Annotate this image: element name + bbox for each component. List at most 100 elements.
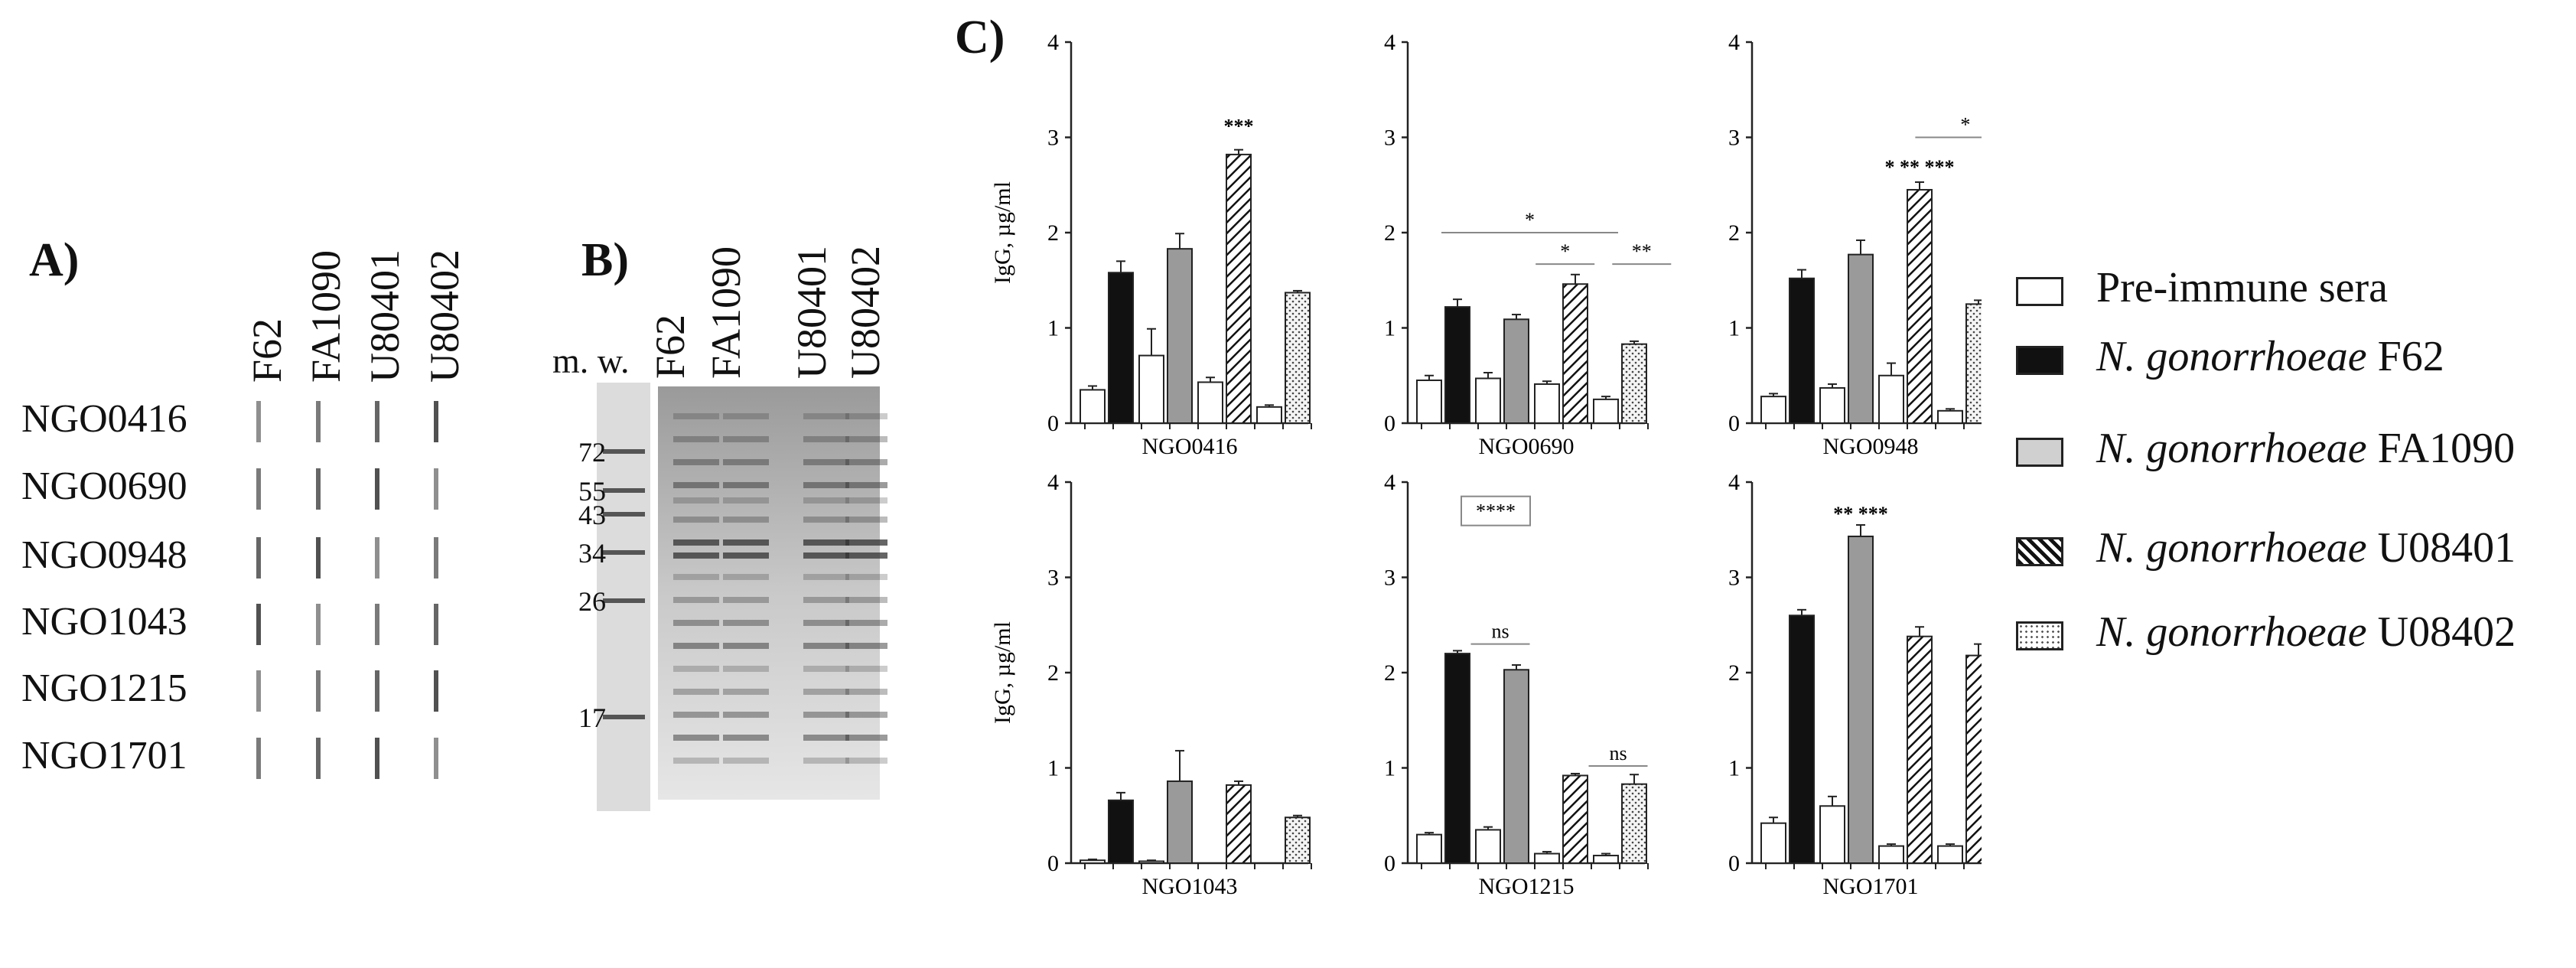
gel-band (803, 482, 849, 488)
gel-band (803, 620, 849, 626)
slot-blot-band (375, 670, 379, 712)
significance-label: ** *** (1833, 503, 1888, 525)
legend-label: N. gonorrhoeae U08401 (2096, 523, 2516, 572)
bar-immune (1503, 669, 1529, 865)
chart-title: NGO0416 (1142, 434, 1238, 459)
y-tick-label: 1 (1047, 756, 1059, 781)
bar-immune (1226, 784, 1252, 864)
gel-band (803, 413, 849, 419)
bar-pre-immune (1593, 855, 1619, 865)
bar-pre-immune (1197, 381, 1223, 424)
panel-b-lane-label: U80401 (789, 246, 835, 379)
legend-strain: FA1090 (2377, 425, 2516, 472)
bar-immune (1789, 277, 1815, 425)
panel-c-letter: C) (955, 11, 1005, 64)
gel-band (803, 574, 849, 580)
significance-label: **** (1476, 500, 1516, 523)
bar-immune (1907, 188, 1933, 424)
significance-label: ** (1632, 240, 1652, 262)
gel-band (723, 620, 769, 626)
chart-panel: 0 1 2 3 4 NGO1043 IgG, µg/ml (990, 470, 1312, 899)
gel-band (673, 620, 719, 626)
significance-label: * (1525, 209, 1535, 231)
slot-blot-band (434, 537, 438, 579)
gel-band (673, 712, 719, 718)
gel-band (723, 436, 769, 442)
significance-label: * ** *** (1885, 156, 1955, 178)
legend-label: Pre-immune sera (2096, 263, 2388, 312)
chart-title: NGO1701 (1823, 874, 1919, 899)
chart-panel: 0 1 2 3 4 NGO1215 ns ns **** (1384, 470, 1649, 899)
mw-label: m. w. (552, 341, 630, 380)
gel-band (723, 666, 769, 672)
bar-pre-immune (1937, 845, 1963, 864)
slot-blot-band (375, 468, 379, 510)
bar-pre-immune (1416, 833, 1442, 864)
slot-blot-band (375, 401, 379, 442)
legend-strain: U08402 (2377, 608, 2516, 656)
bar-immune (1503, 318, 1529, 425)
mw-marker-label: 55 (578, 476, 606, 507)
significance-label: ns (1609, 742, 1627, 764)
legend-label: N. gonorrhoeae F62 (2096, 332, 2444, 381)
y-tick-label: 4 (1728, 470, 1740, 495)
slot-blot-band (375, 604, 379, 645)
mw-marker-label: 72 (578, 437, 606, 468)
gel-band (723, 712, 769, 718)
gel-band (845, 597, 887, 603)
gel-image (597, 383, 887, 811)
y-tick-label: 1 (1728, 756, 1740, 781)
slot-blot-band (434, 670, 438, 712)
slot-blot-band (375, 738, 379, 779)
y-tick-label: 1 (1384, 316, 1395, 341)
gel-band (673, 497, 719, 504)
slot-blot-band (316, 670, 321, 712)
y-tick-label: 3 (1384, 565, 1395, 591)
significance-box (1461, 495, 1531, 526)
gel-band (673, 597, 719, 603)
gel-band (845, 735, 887, 741)
slot-blot-band (256, 604, 261, 645)
gel-band (673, 459, 719, 465)
y-tick-label: 0 (1047, 411, 1059, 436)
panel-a-lane-label: F62 (244, 318, 290, 383)
panel-a-row-label: NGO1043 (21, 600, 187, 644)
legend-label: N. gonorrhoeae U08402 (2096, 608, 2516, 657)
gel-band (803, 666, 849, 672)
chart-panel: 0 1 2 3 4 NGO1701 ** *** (1728, 470, 1982, 899)
mw-marker-label: 26 (578, 586, 606, 617)
significance-label: * (1560, 240, 1570, 262)
slot-blot-band (256, 401, 261, 442)
chart-panel: 0 1 2 3 4 NGO0416 IgG, µg/ml *** (990, 31, 1312, 459)
bar-immune (1965, 303, 1982, 424)
ladder-band (603, 550, 645, 555)
panel-a-row-label: NGO0690 (21, 464, 187, 508)
bar-pre-immune (1819, 386, 1845, 424)
bar-pre-immune (1534, 852, 1560, 864)
gel-band (723, 643, 769, 649)
gel-band (723, 413, 769, 419)
gel-band (673, 552, 719, 559)
panel-b-letter: B) (581, 234, 629, 286)
gel-band (803, 758, 849, 764)
gel-band (845, 712, 887, 718)
bar-pre-immune (1138, 860, 1164, 865)
panel-a-row-label: NGO1701 (21, 734, 187, 777)
gel-band (845, 413, 887, 419)
slot-blot-band (434, 468, 438, 510)
gel-band (723, 517, 769, 523)
y-axis-label: IgG, µg/ml (990, 621, 1015, 724)
bar-pre-immune (1937, 409, 1963, 425)
y-tick-label: 4 (1384, 31, 1395, 55)
panel-a-letter: A) (29, 234, 80, 286)
slot-blot-band (316, 604, 321, 645)
gel-band (723, 497, 769, 504)
bar-pre-immune (1080, 859, 1106, 865)
gel-band (845, 539, 887, 546)
gel-band (723, 459, 769, 465)
bar-pre-immune (1256, 406, 1282, 424)
slot-blot-band (316, 738, 321, 779)
gel-band (845, 689, 887, 695)
